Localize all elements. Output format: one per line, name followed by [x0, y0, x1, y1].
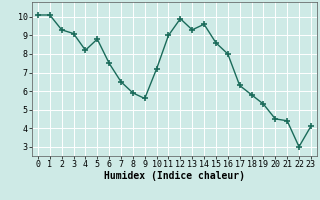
X-axis label: Humidex (Indice chaleur): Humidex (Indice chaleur) — [104, 171, 245, 181]
